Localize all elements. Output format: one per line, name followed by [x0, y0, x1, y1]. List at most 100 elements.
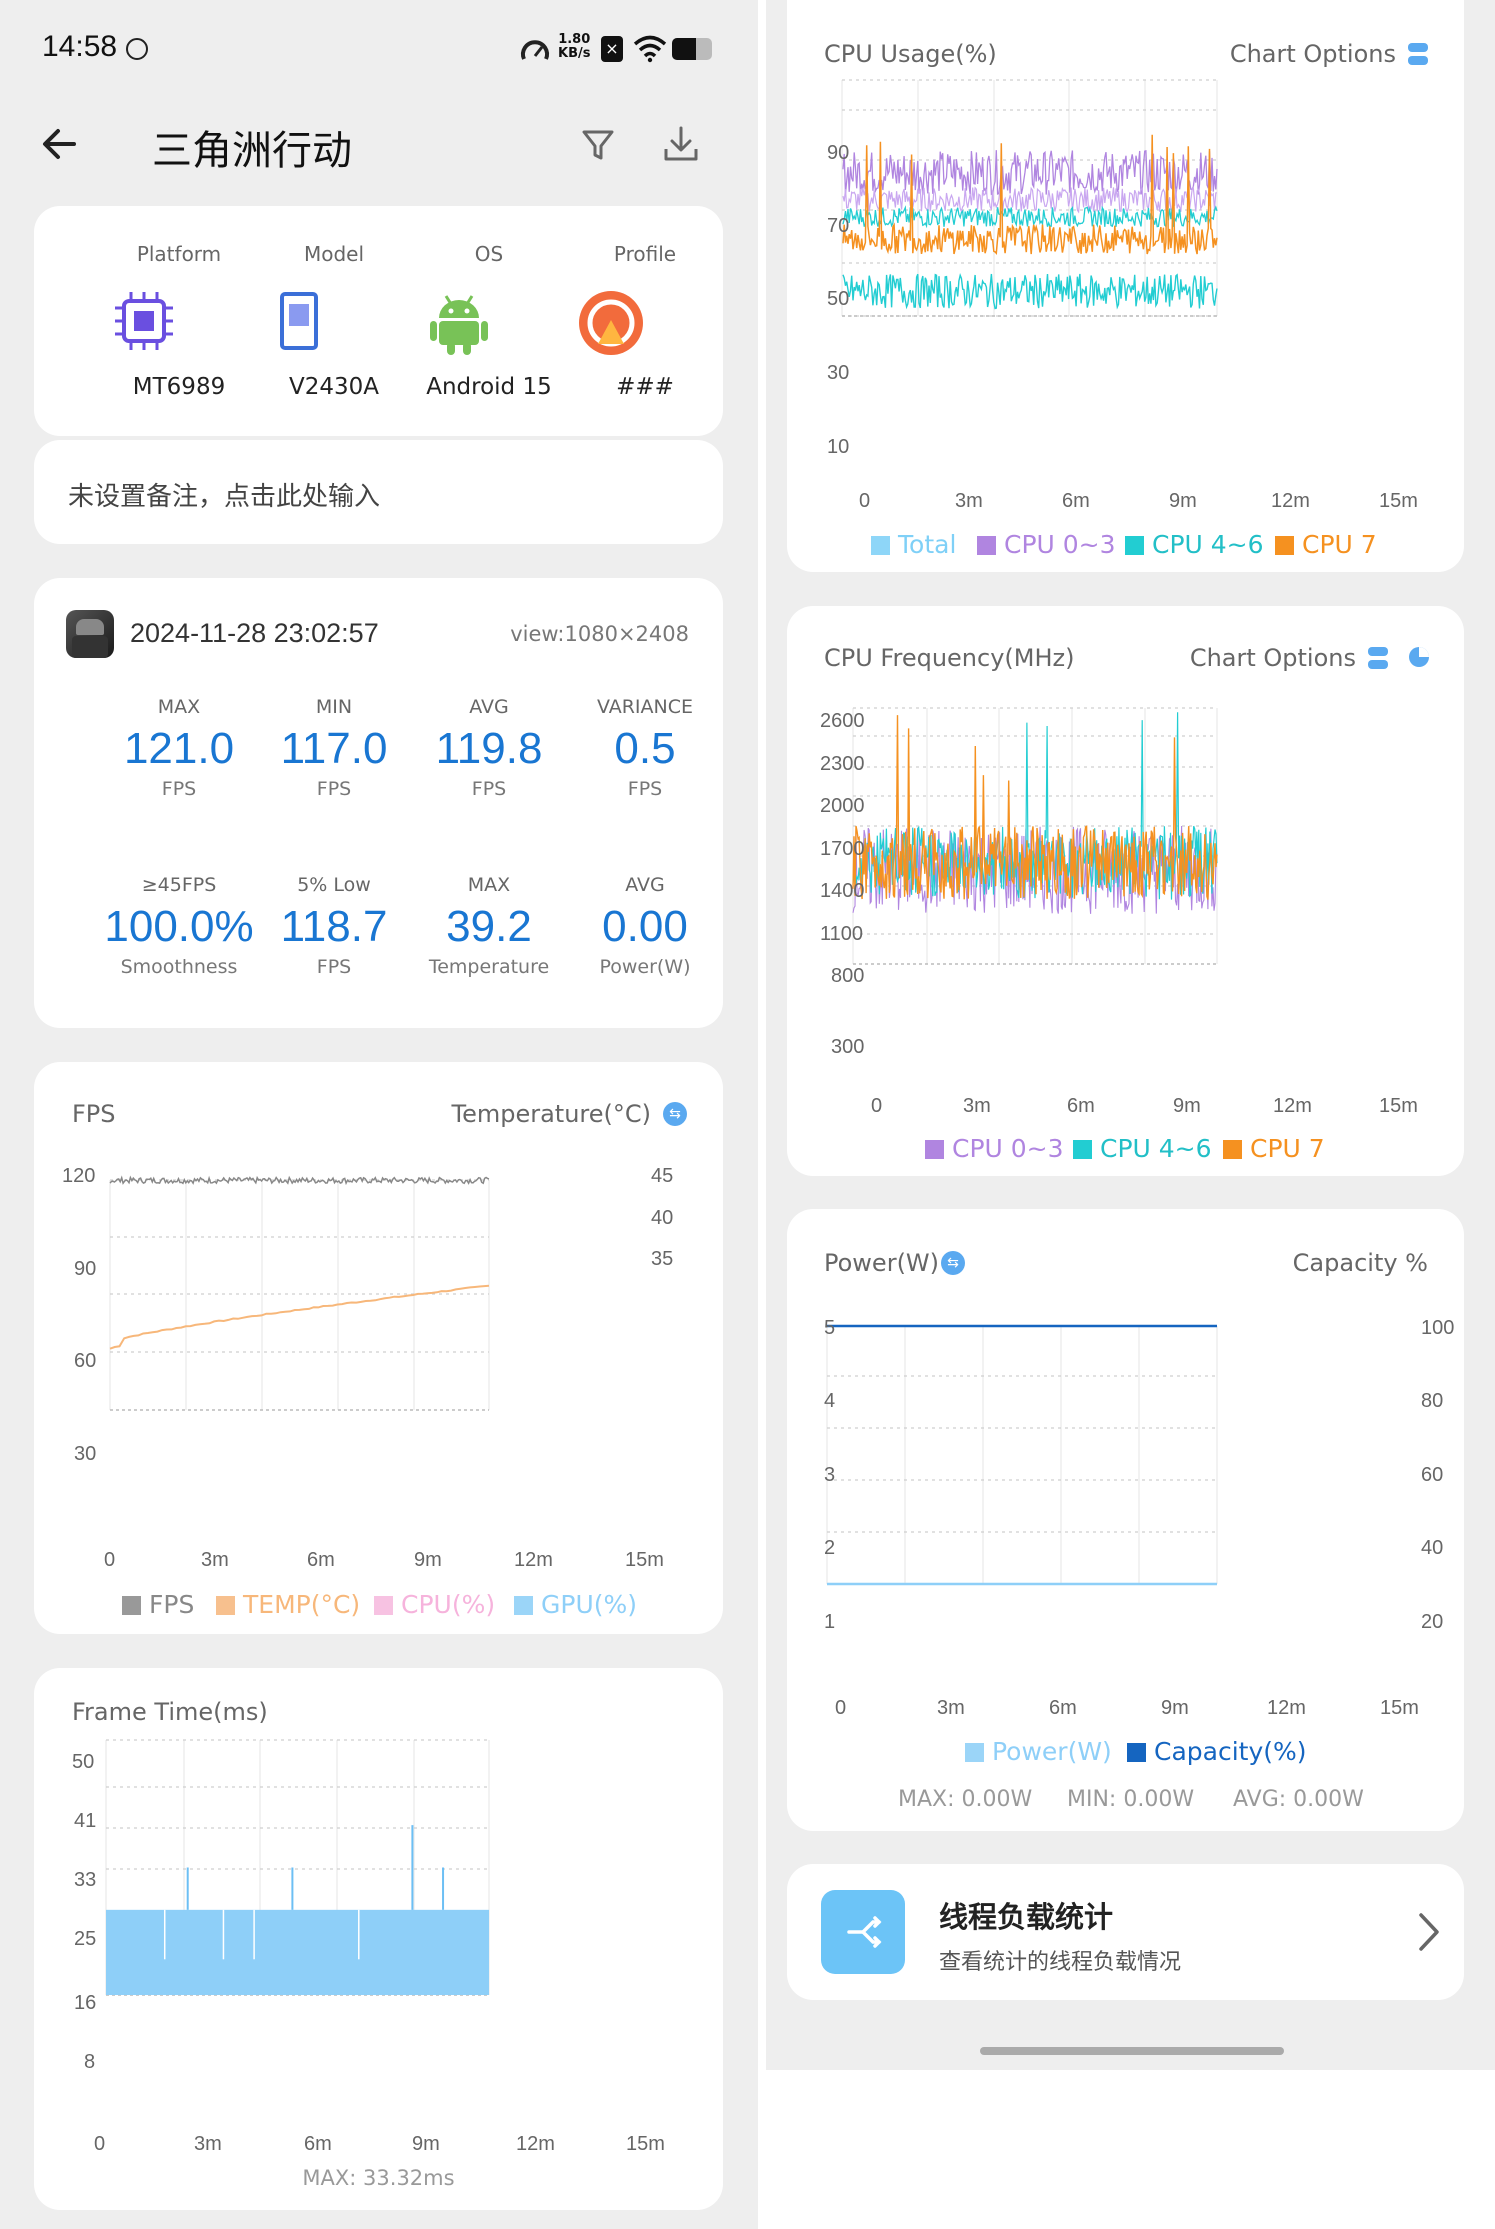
y-tick-label: 1100: [820, 923, 864, 945]
stat-unit: Temperature: [428, 956, 550, 978]
legend-cpu46[interactable]: CPU 4~6: [1125, 530, 1264, 559]
power-card: Power(W) ⇆ Capacity % 5 4 3 2 1 100 80 6…: [787, 1209, 1464, 1831]
legend-cpu46[interactable]: CPU 4~6: [1073, 1134, 1212, 1163]
right-panel: CPU Usage(%) Chart Options 90 70 50 30 1…: [766, 0, 1495, 2070]
fps-chart-title: FPS: [72, 1100, 116, 1128]
x-tick-label: 15m: [1379, 1095, 1418, 1117]
chip-icon: [113, 290, 175, 352]
x-tick-label: 12m: [1271, 490, 1310, 512]
stat-label: MIN: [315, 696, 353, 718]
stat-label: AVG: [625, 874, 665, 896]
y-tick-label: 30: [74, 1443, 97, 1465]
stat-label: 5% Low: [297, 874, 371, 896]
x-tick-label: 12m: [516, 2133, 555, 2155]
cpu7-series-line: [852, 715, 1218, 900]
left-panel: 14:58 1.80 KB/s × 三角洲行动 Platform Model OS…: [0, 0, 758, 2229]
power-max: MAX: 0.00W: [898, 1787, 1033, 1812]
back-button[interactable]: [40, 124, 80, 164]
cpu-usage-options[interactable]: Chart Options: [1229, 40, 1396, 68]
stat-label: VARIANCE: [596, 696, 694, 718]
cpu46-series-line: [842, 272, 1218, 310]
cpu-freq-options[interactable]: Chart Options: [1189, 644, 1356, 672]
y-tick-label: 5: [824, 1317, 836, 1339]
stat-max-temp: 39.2: [446, 902, 532, 951]
legend-temp[interactable]: TEMP(°C): [216, 1590, 360, 1619]
chart-options-icon[interactable]: [1408, 43, 1428, 65]
stat-unit: FPS: [161, 778, 197, 800]
fps-series-line: [109, 1175, 490, 1186]
status-time: 14:58: [42, 30, 118, 63]
legend-power[interactable]: Power(W): [965, 1737, 1112, 1766]
legend-cpu7[interactable]: CPU 7: [1223, 1134, 1325, 1163]
model-label: Model: [303, 242, 365, 266]
download-icon[interactable]: [662, 125, 700, 163]
stat-avg-power: 0.00: [602, 902, 688, 951]
legend-fps[interactable]: FPS: [122, 1590, 194, 1619]
note-placeholder[interactable]: 未设置备注，点击此处输入: [68, 482, 381, 512]
y-tick-label: 30: [827, 362, 850, 384]
stat-unit: FPS: [316, 778, 352, 800]
stat-label: MAX: [157, 696, 201, 718]
y2-tick-label: 40: [651, 1207, 674, 1229]
legend-cpu-pct[interactable]: CPU(%): [374, 1590, 495, 1619]
share-icon: [821, 1890, 905, 1974]
y-tick-label: 10: [827, 436, 850, 458]
x-tick-label: 9m: [1161, 1697, 1189, 1719]
stat-unit: Power(W): [599, 956, 691, 978]
platform-value: MT6989: [132, 374, 226, 400]
stat-max-fps: 121.0: [123, 724, 235, 773]
y-tick-label: 1700: [820, 838, 865, 860]
pie-chart-icon[interactable]: [1408, 646, 1430, 668]
note-card[interactable]: 未设置备注，点击此处输入: [34, 440, 723, 544]
chevron-right-icon[interactable]: [1417, 1912, 1441, 1952]
capacity-title: Capacity %: [1292, 1249, 1428, 1277]
net-speed: 1.80 KB/s: [558, 32, 591, 61]
swap-axis-icon[interactable]: ⇆: [941, 1251, 965, 1275]
game-avatar: [66, 610, 114, 658]
chart-options-icon[interactable]: [1368, 647, 1388, 669]
x-tick-label: 0: [94, 2133, 106, 2155]
legend-cpu03[interactable]: CPU 0~3: [925, 1134, 1064, 1163]
legend-cpu7[interactable]: CPU 7: [1275, 530, 1377, 559]
y-tick-label: 2000: [820, 795, 865, 817]
legend-gpu-pct[interactable]: GPU(%): [514, 1590, 637, 1619]
stat-unit: FPS: [316, 956, 352, 978]
x-tick-label: 12m: [1267, 1697, 1306, 1719]
stat-unit: FPS: [471, 778, 507, 800]
x-tick-label: 6m: [307, 1549, 335, 1571]
model-value: V2430A: [288, 374, 379, 400]
profile-label: Profile: [613, 242, 677, 266]
x-tick-label: 3m: [194, 2133, 222, 2155]
y2-tick-label: 20: [1421, 1611, 1444, 1633]
y-tick-label: 4: [824, 1390, 836, 1412]
cpu03-series-line: [842, 149, 1218, 196]
x-tick-label: 15m: [626, 2133, 665, 2155]
platform-label: Platform: [136, 242, 222, 266]
y-tick-label: 1400: [820, 880, 865, 902]
x-tick-label: 6m: [1062, 490, 1090, 512]
frametime-area: [106, 1909, 489, 1995]
legend-cpu03[interactable]: CPU 0~3: [977, 530, 1116, 559]
y-tick-label: 33: [74, 1869, 97, 1891]
y2-tick-label: 45: [651, 1165, 674, 1187]
y-tick-label: 41: [74, 1810, 97, 1832]
x-tick-label: 0: [835, 1697, 847, 1719]
swap-axis-icon[interactable]: ⇆: [663, 1102, 687, 1126]
home-indicator: [980, 2047, 1284, 2055]
legend-total[interactable]: Total: [871, 530, 956, 559]
legend-capacity[interactable]: Capacity(%): [1127, 1737, 1307, 1766]
x-tick-label: 15m: [1379, 490, 1418, 512]
cpu46-upper-line: [842, 205, 1218, 229]
stat-label: AVG: [469, 696, 509, 718]
y-tick-label: 800: [831, 965, 865, 987]
fps-chart: [109, 1175, 490, 1411]
y2-tick-label: 40: [1421, 1537, 1444, 1559]
y2-tick-label: 35: [651, 1248, 674, 1270]
thread-load-card[interactable]: 线程负载统计 查看统计的线程负载情况: [787, 1864, 1464, 2000]
profile-value: ###: [616, 374, 674, 400]
stat-label: ≥45FPS: [141, 874, 217, 896]
cpu-frequency-chart: [852, 707, 1218, 965]
filter-icon[interactable]: [580, 127, 616, 163]
notification-icon: ×: [601, 36, 623, 62]
y-tick-label: 2: [824, 1537, 836, 1559]
